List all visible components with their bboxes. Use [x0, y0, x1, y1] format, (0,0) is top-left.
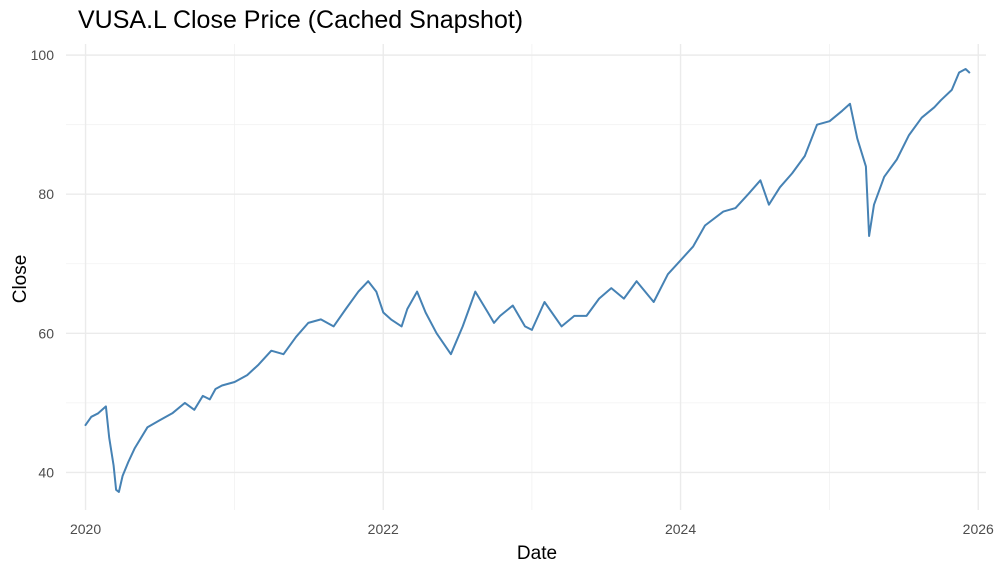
series-layer — [84, 68, 971, 493]
x-tick-labels: 2020 2022 2024 2026 — [70, 521, 994, 537]
y-tick-labels: 40 60 80 100 — [31, 47, 55, 480]
y-tick-label: 80 — [38, 186, 54, 202]
close-price-line — [84, 68, 971, 493]
x-axis-title: Date — [517, 543, 557, 564]
minor-gridlines — [66, 44, 986, 510]
x-tick-label: 2024 — [665, 521, 696, 537]
y-axis-title: Close — [10, 255, 31, 304]
y-tick-label: 100 — [31, 47, 55, 63]
major-gridlines — [66, 44, 986, 510]
x-tick-label: 2020 — [70, 521, 101, 537]
chart-title: VUSA.L Close Price (Cached Snapshot) — [78, 6, 524, 34]
x-tick-label: 2026 — [963, 521, 994, 537]
y-tick-label: 40 — [38, 464, 54, 480]
x-tick-label: 2022 — [368, 521, 399, 537]
y-tick-label: 60 — [38, 325, 54, 341]
